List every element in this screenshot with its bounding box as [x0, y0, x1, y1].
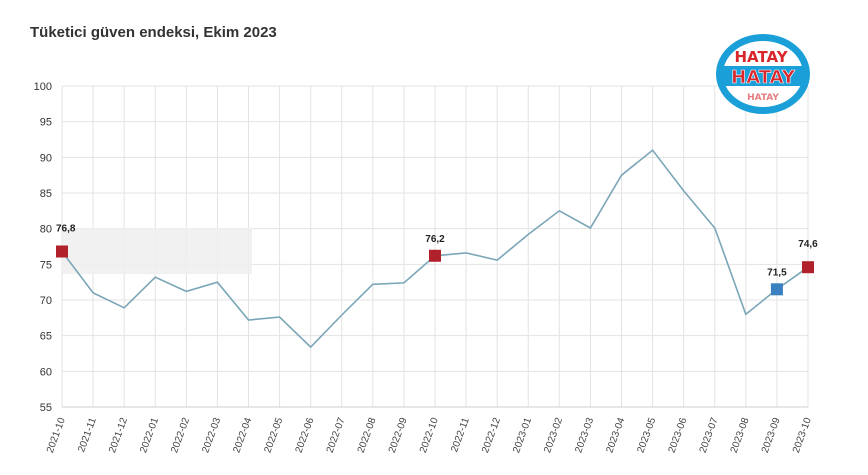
x-tick-label: 2023-02 [542, 416, 565, 455]
y-tick-label: 85 [40, 188, 52, 200]
x-tick-label: 2021-12 [107, 416, 130, 455]
logo-text-bottom: HATAY [747, 93, 779, 103]
x-tick-label: 2023-05 [636, 416, 659, 455]
data-marker [56, 245, 68, 258]
y-tick-label: 70 [40, 295, 52, 307]
y-tick-label: 95 [40, 117, 52, 129]
data-label: 71,5 [767, 267, 787, 278]
x-tick-label: 2022-08 [356, 416, 379, 455]
grid [61, 85, 809, 408]
x-tick-label: 2021-11 [76, 416, 99, 454]
logo-text-top: HATAY [734, 48, 788, 66]
data-label: 76,2 [425, 234, 445, 245]
y-tick-label: 100 [34, 81, 52, 93]
x-tick-label: 2022-04 [231, 416, 254, 455]
x-tick-label: 2023-03 [573, 416, 596, 455]
x-tick-label: 2022-05 [263, 416, 286, 455]
x-tick-label: 2023-04 [604, 416, 627, 455]
x-tick-label: 2022-02 [169, 416, 192, 455]
x-tick-label: 2023-07 [698, 416, 721, 455]
x-tick-label: 2021-10 [45, 416, 68, 455]
data-label: 74,6 [798, 239, 818, 250]
hatay-logo: HATAY HATAY HATAY [716, 34, 810, 114]
x-tick-label: 2023-09 [760, 416, 783, 455]
y-tick-label: 65 [40, 331, 52, 343]
x-tick-label: 2022-01 [138, 416, 161, 455]
x-tick-label: 2023-01 [511, 416, 534, 455]
y-tick-label: 80 [40, 224, 52, 236]
page-title: Tüketici güven endeksi, Ekim 2023 [30, 24, 277, 41]
data-marker [802, 261, 814, 274]
x-tick-label: 2022-06 [294, 416, 317, 455]
data-marker [429, 249, 441, 262]
x-tick-label: 2022-10 [418, 416, 441, 455]
y-tick-label: 90 [40, 152, 52, 164]
data-label: 76,8 [56, 223, 76, 234]
logo-text-main: HATAY [731, 67, 796, 88]
y-tick-label: 60 [40, 366, 52, 378]
x-tick-label: 2022-09 [387, 416, 410, 455]
x-tick-label: 2023-06 [667, 416, 690, 455]
x-tick-label: 2022-03 [200, 416, 223, 455]
y-tick-label: 75 [40, 259, 52, 271]
x-tick-label: 2022-12 [480, 416, 503, 455]
y-tick-label: 55 [40, 402, 52, 414]
markers: 76,8 76,2 71,5 74,6 [56, 223, 818, 296]
x-tick-label: 2022-11 [449, 416, 472, 454]
data-marker [770, 283, 783, 296]
x-tick-label: 2023-08 [729, 416, 752, 455]
highlight-box [62, 228, 252, 274]
x-tick-label: 2023-10 [791, 416, 814, 455]
x-tick-label: 2022-07 [325, 416, 348, 455]
